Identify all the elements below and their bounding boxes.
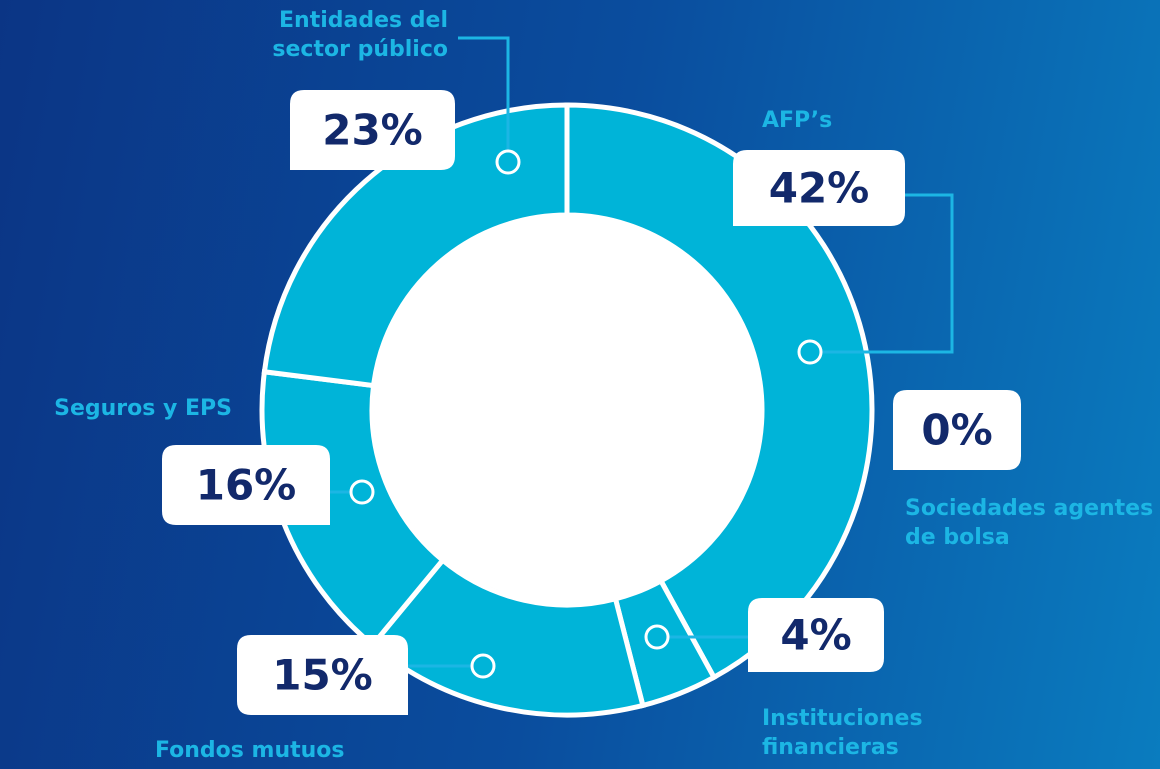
donut-hole [374, 217, 760, 603]
value-label: 15% [272, 651, 373, 700]
value-label: 23% [322, 106, 423, 155]
value-box [290, 90, 455, 170]
category-label: Instituciones financieras [762, 706, 923, 760]
connector-dot [470, 653, 496, 679]
value-label: 4% [780, 611, 851, 660]
value-label: 0% [921, 406, 992, 455]
connector-dot [644, 624, 670, 650]
value-box [748, 598, 884, 672]
connector-line [458, 36, 510, 162]
value-label: 16% [196, 461, 297, 510]
category-label: Seguros y EPS [54, 396, 232, 421]
value-label: 42% [769, 164, 870, 213]
category-label: Sociedades agentes de bolsa [905, 496, 1154, 550]
connector-line [810, 193, 954, 354]
category-label: Fondos mutuos [155, 738, 345, 763]
value-box [733, 150, 905, 226]
value-box [162, 445, 330, 525]
value-box [237, 635, 408, 715]
value-box [893, 390, 1021, 470]
connector-dot [495, 149, 521, 175]
donut-slice [261, 102, 570, 389]
donut-slice [259, 368, 447, 649]
connector-dot [349, 479, 375, 505]
category-label: AFP’s [762, 108, 833, 133]
connector-dot [797, 339, 823, 365]
category-label: Entidades del sector público [272, 8, 448, 62]
